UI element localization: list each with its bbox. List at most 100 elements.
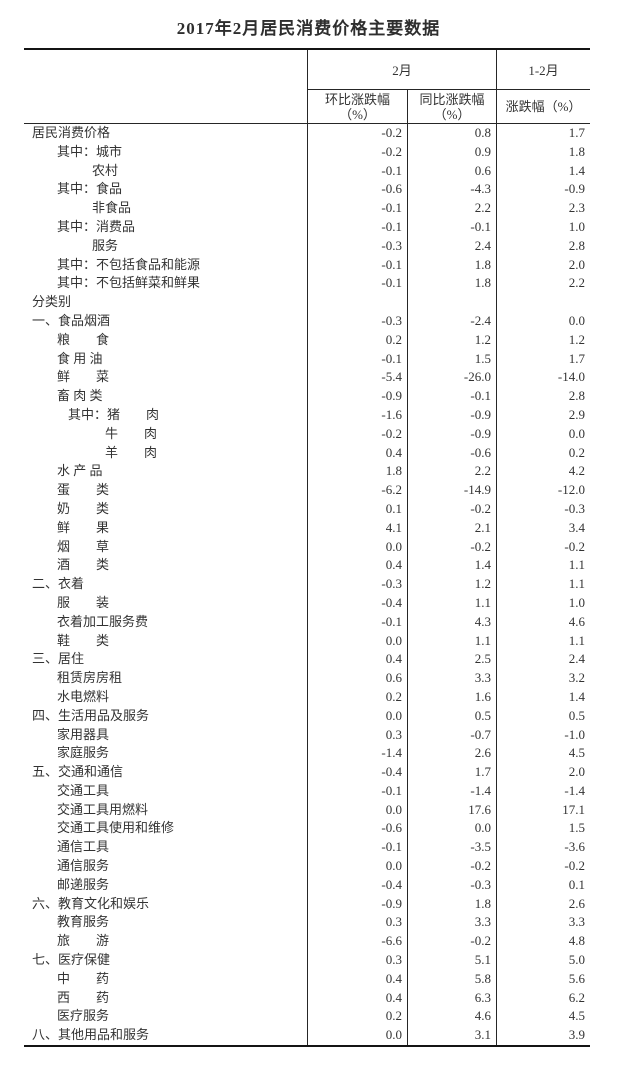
row-label: 家用器具 [24,725,308,745]
table-row: 蛋 类 -6.2 -14.9 -12.0 [24,481,590,500]
row-yoy-value: 0.8 [408,124,497,143]
row-label: 其中：城市 [24,142,308,162]
row-label: 其中：消费品 [24,217,308,237]
row-ytd-value: 1.1 [568,632,585,648]
row-mom-value: -0.3 [308,236,408,256]
row-yoy-value: 1.6 [408,687,497,707]
table-row: 通信工具 -0.1 -3.5 -3.6 [24,838,590,858]
row-yoy-value: 4.6 [408,1007,497,1027]
row-label: 食 用 油 [24,349,308,369]
row-mom-value: -0.3 [308,311,408,331]
row-ytd-value: -0.9 [564,181,585,197]
table-header-row: 环比涨跌幅 （%） 同比涨跌幅 （%） 涨跌幅（%） [24,90,590,124]
row-label: 六、教育文化和娱乐 [24,894,308,914]
row-ytd-value: 1.0 [568,594,585,610]
row-mom-value: -0.4 [308,763,408,782]
row-yoy-value: 4.3 [408,612,497,632]
row-mom-value: -0.6 [308,180,408,200]
table-row: 鲜 菜 -5.4 -26.0 -14.0 [24,368,590,388]
row-mom-value: -1.6 [308,405,408,425]
row-mom-value: 0.0 [308,631,408,651]
row-label: 鞋 类 [24,631,308,651]
row-mom-value: 1.8 [308,462,408,482]
row-yoy-value: 1.8 [408,255,497,275]
row-yoy-value: 2.2 [408,199,497,218]
row-label: 烟 草 [24,537,308,557]
table-row: 其中：不包括食品和能源 -0.1 1.8 2.0 [24,255,590,275]
header-month-group: 2月 [308,50,497,90]
row-ytd-value: 5.6 [568,970,585,986]
row-mom-value: 0.4 [308,969,408,989]
row-ytd-value: -3.6 [564,839,585,855]
row-mom-value: -0.6 [308,819,408,839]
table-row: 家用器具 0.3 -0.7 -1.0 [24,725,590,745]
row-ytd-value: 2.0 [568,764,585,780]
table-row: 衣着加工服务费 -0.1 4.3 4.6 [24,612,590,632]
table-row: 通信服务 0.0 -0.2 -0.2 [24,857,590,876]
row-mom-value: 0.3 [308,725,408,745]
header-mom-label: 环比涨跌幅 [324,91,390,107]
row-ytd-value: 0.1 [568,876,585,892]
table-row: 交通工具使用和维修 -0.6 0.0 1.5 [24,819,590,839]
row-mom-value: 0.2 [308,687,408,707]
table-row: 教育服务 0.3 3.3 3.3 [24,913,590,933]
row-ytd-value: 3.4 [568,519,585,535]
row-label: 交通工具用燃料 [24,800,308,820]
header-mom-unit: （%） [339,106,376,122]
row-mom-value: -0.1 [308,349,408,369]
row-ytd-value: 0.2 [568,444,585,460]
row-yoy-value: 2.2 [408,462,497,482]
row-mom-value: 0.2 [308,330,408,350]
row-ytd-value: -0.3 [564,500,585,516]
row-yoy-value: -0.2 [408,537,497,557]
row-ytd-value: 1.7 [568,125,585,140]
row-label: 居民消费价格 [24,124,308,143]
row-mom-value: -6.2 [308,481,408,500]
row-label: 水 产 品 [24,462,308,482]
row-mom-value: -0.4 [308,875,408,895]
row-ytd-value: 4.6 [568,613,585,629]
row-mom-value: 4.1 [308,518,408,538]
row-label: 鲜 菜 [24,368,308,388]
row-label: 水电燃料 [24,687,308,707]
row-label: 二、衣着 [24,575,308,594]
table-row: 邮递服务 -0.4 -0.3 0.1 [24,875,590,895]
row-ytd-value: 2.4 [568,651,585,667]
row-label: 其中：猪 肉 [24,405,308,425]
row-yoy-value: 6.3 [408,988,497,1008]
table-row: 一、食品烟酒 -0.3 -2.4 0.0 [24,311,590,331]
row-yoy-value: -0.2 [408,857,497,876]
row-label: 交通工具使用和维修 [24,819,308,839]
row-label: 一、食品烟酒 [24,311,308,331]
row-label: 通信服务 [24,857,308,876]
row-yoy-value: 3.3 [408,669,497,688]
row-yoy-value: 3.3 [408,913,497,933]
row-ytd-value: 1.8 [568,143,585,159]
row-mom-value: 0.3 [308,913,408,933]
row-mom-value: -0.2 [308,142,408,162]
row-label: 分类别 [24,293,308,312]
row-mom-value: -0.1 [308,217,408,237]
table-row: 西 药 0.4 6.3 6.2 [24,988,590,1008]
table-row: 羊 肉 0.4 -0.6 0.2 [24,443,590,463]
row-mom-value: -1.4 [308,744,408,764]
header-empty-cell-2 [24,90,308,123]
table-row: 八、其他用品和服务 0.0 3.1 3.9 [24,1026,590,1046]
row-ytd-value: 1.4 [568,162,585,178]
table-row: 四、生活用品及服务 0.0 0.5 0.5 [24,706,590,726]
row-ytd-value: 2.3 [568,200,585,216]
row-yoy-value: 1.7 [408,763,497,782]
table-row: 食 用 油 -0.1 1.5 1.7 [24,349,590,369]
row-yoy-value: 1.8 [408,894,497,914]
row-ytd-value: -12.0 [557,482,585,498]
table-row: 六、教育文化和娱乐 -0.9 1.8 2.6 [24,894,590,914]
table-row: 三、居住 0.4 2.5 2.4 [24,650,590,670]
header-ytd-column: 涨跌幅（%） [497,90,590,123]
table-row: 分类别 [24,293,590,312]
row-ytd-value: 1.1 [568,576,585,592]
row-yoy-value: 5.1 [408,951,497,970]
cpi-table: 2月 1-2月 环比涨跌幅 （%） 同比涨跌幅 （%） 涨跌幅（%） 居民消费价… [24,48,590,1048]
row-mom-value: -0.1 [308,612,408,632]
table-row: 居民消费价格 -0.2 0.8 1.7 [24,124,590,143]
row-ytd-value: -1.0 [564,726,585,742]
